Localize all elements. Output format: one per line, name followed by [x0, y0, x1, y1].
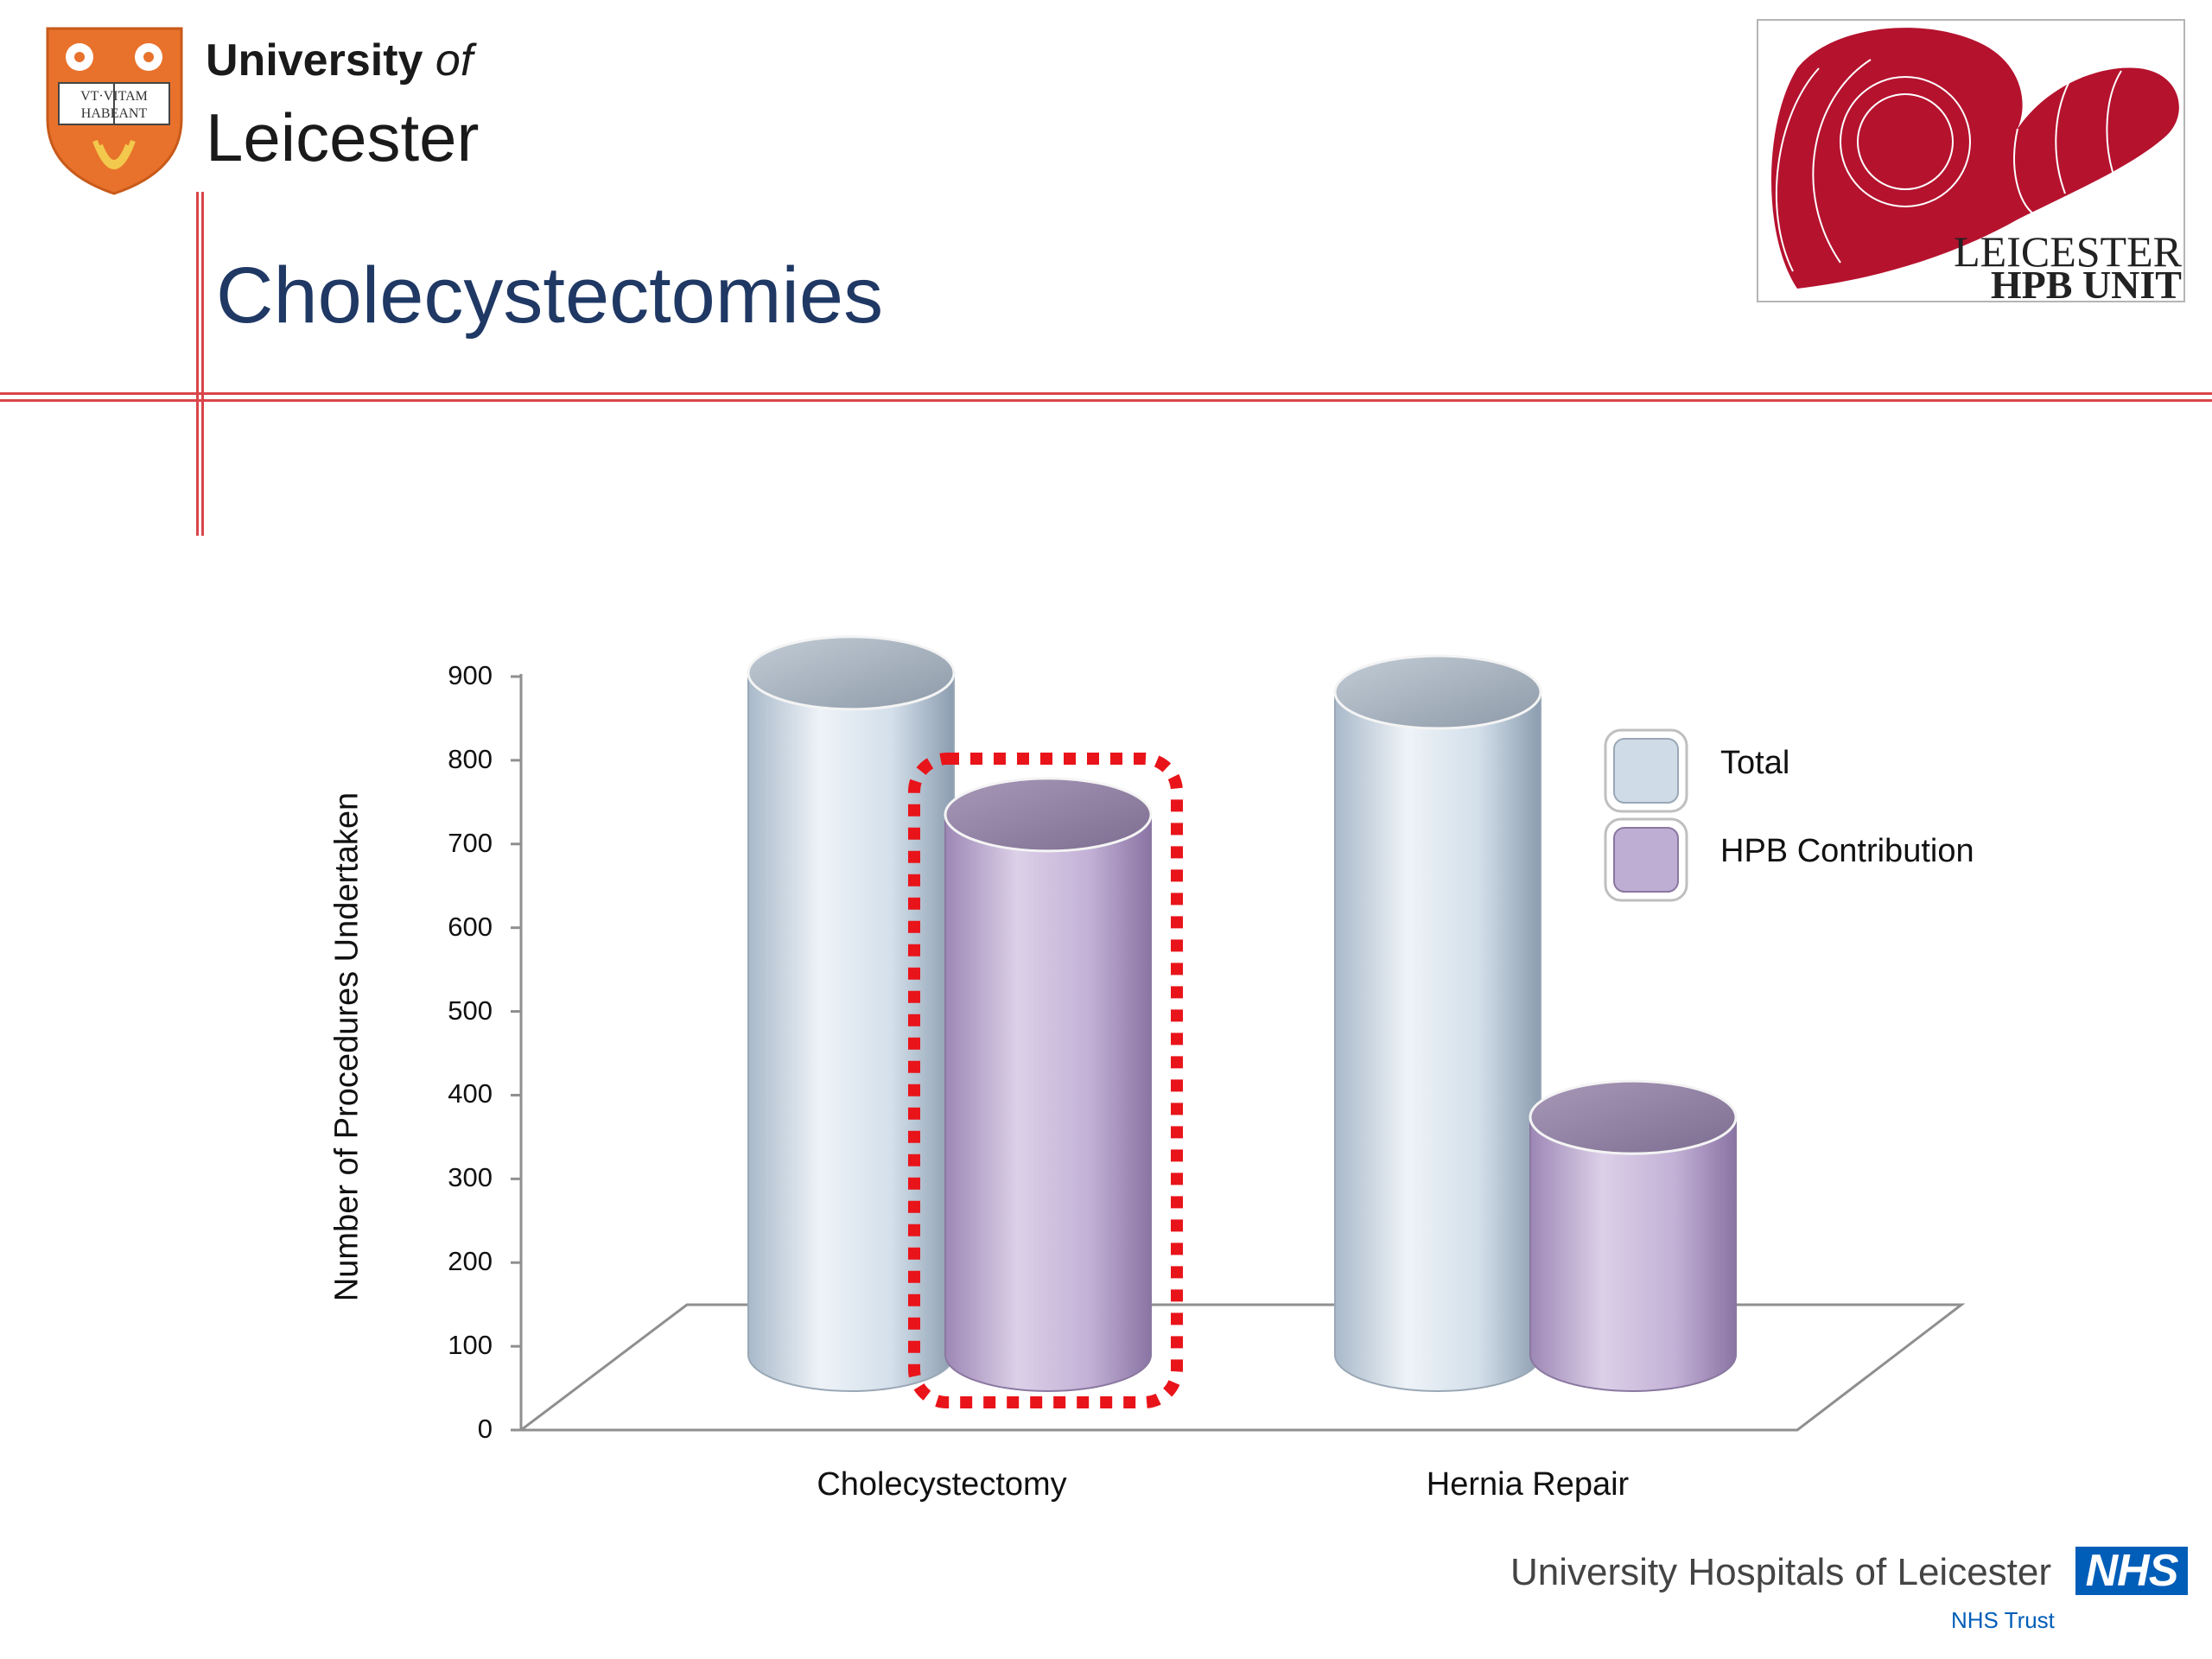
y-tick-label: 200: [448, 1246, 493, 1277]
header-rule-horizontal-2: [0, 399, 2212, 402]
bar-body: [1334, 692, 1541, 1392]
crest-motto-line1: VT·VITAM: [80, 89, 148, 104]
nhs-logo: NHS: [2075, 1547, 2188, 1595]
legend-label-hpb-contribution: HPB Contribution: [1720, 833, 1974, 869]
bar-top: [747, 635, 956, 711]
y-tick-label: 300: [448, 1162, 493, 1193]
legend-swatch-total: [1613, 738, 1679, 804]
y-tick-label: 700: [448, 827, 493, 858]
hpb-logo-text-line2-value: HPB UNIT: [1990, 263, 2182, 307]
y-axis-label: Number of Procedures Undertaken: [328, 791, 365, 1302]
x-category-label-hernia-repair: Hernia Repair: [1426, 1466, 1630, 1503]
chart-floor: [517, 1303, 1966, 1432]
bar-total-0: [747, 635, 956, 1392]
y-tick-label: 600: [448, 911, 493, 942]
chart-bars: [747, 635, 1738, 1392]
y-tick-label: 500: [448, 995, 493, 1026]
bar-hpb-contribution-1: [1529, 1079, 1738, 1392]
university-name-line1: University of: [206, 35, 473, 86]
trust-name: University Hospitals of Leicester: [1510, 1551, 2052, 1593]
bar-total-1: [1333, 654, 1542, 1392]
header-rule-horizontal: [0, 392, 2212, 395]
bar-hpb-contribution-0: [944, 777, 1153, 1392]
y-tick-label: 0: [477, 1414, 493, 1444]
liver-icon: [1771, 28, 2179, 289]
bar-top: [944, 777, 1153, 853]
chart-legend: [1604, 728, 1688, 902]
bar-top: [1333, 654, 1542, 730]
y-tick-label: 900: [448, 660, 493, 690]
nhs-trust-text: NHS Trust: [1951, 1607, 2055, 1633]
hpb-logo-text-line2: HPB UNIT: [1936, 262, 2182, 308]
legend-swatch-hpb-contribution: [1613, 827, 1679, 893]
chart-floor-plane: [517, 1303, 1966, 1432]
y-tick-label: 800: [448, 743, 493, 774]
slide-title: Cholecystectomies: [216, 251, 884, 340]
bar-body: [1529, 1117, 1737, 1392]
hpb-unit-logo: [1757, 19, 2185, 302]
legend-label-total: Total: [1720, 745, 1790, 781]
header-rule-vertical-2: [201, 192, 204, 536]
chart-axes: [511, 674, 523, 1432]
highlight-box-group: [908, 753, 1183, 1408]
university-word: University: [206, 35, 423, 86]
bar-top: [1529, 1079, 1738, 1155]
of-word: of: [435, 35, 474, 86]
header-rule-vertical: [196, 192, 199, 536]
y-tick-label: 400: [448, 1078, 493, 1109]
university-name-line2: Leicester: [206, 99, 480, 175]
y-tick-label: 100: [448, 1330, 493, 1361]
hpb-logo-text-line1: LEICESTER: [1954, 227, 2182, 276]
bar-body: [747, 672, 955, 1392]
bar-body: [944, 814, 1152, 1392]
highlight-box: [908, 753, 1183, 1408]
crest-motto-line2: HABEANT: [81, 106, 148, 121]
university-crest-logo: VT·VITAM HABEANT: [46, 27, 183, 195]
x-category-label-cholecystectomy: Cholecystectomy: [817, 1466, 1067, 1503]
